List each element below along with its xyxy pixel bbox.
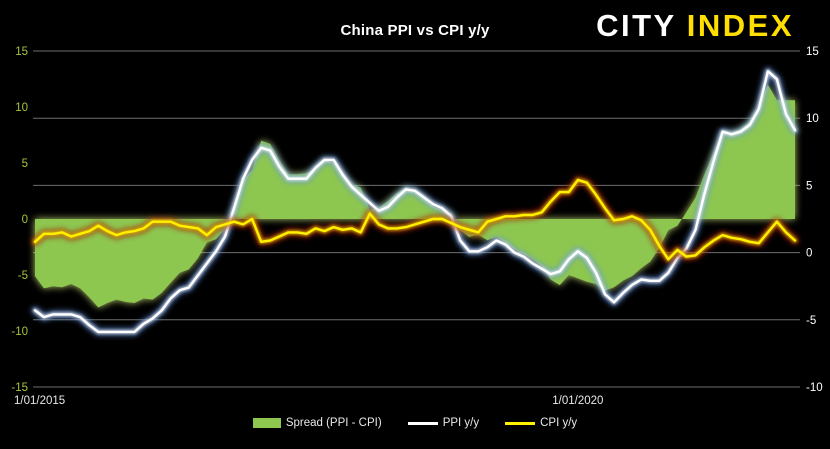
legend-item-spread-ppi-cpi: Spread (PPI - CPI) xyxy=(252,417,382,429)
city-index-logo: CITY INDEX xyxy=(596,8,794,44)
right-axis-tick-labels: 15 10 5 0 -5 -10 xyxy=(806,46,823,394)
ppi-line xyxy=(33,70,797,334)
legend-label: PPI y/y xyxy=(442,417,480,429)
axis-tick-label: 15 xyxy=(15,46,28,58)
legend-item-cpi-y-y: CPI y/y xyxy=(505,417,577,429)
axis-tick-label: -10 xyxy=(11,326,28,338)
legend-swatch xyxy=(252,418,281,428)
legend-label: CPI y/y xyxy=(540,417,578,429)
logo-city-text: CITY xyxy=(596,8,677,43)
axis-tick-label: -5 xyxy=(806,315,816,327)
axis-tick-label: 5 xyxy=(806,180,812,192)
axis-tick-label: -15 xyxy=(11,382,28,394)
axis-tick-label: -5 xyxy=(18,270,28,282)
axis-tick-label: 0 xyxy=(806,248,812,260)
chart-title: China PPI vs CPI y/y xyxy=(340,22,490,39)
legend-swatch xyxy=(505,421,536,425)
axis-tick-label: -10 xyxy=(806,382,823,394)
left-axis-tick-labels: 15 10 5 0 -5 -10 -15 xyxy=(11,46,28,394)
axis-tick-label: 10 xyxy=(806,113,819,125)
logo-index-text: INDEX xyxy=(686,8,794,43)
axis-tick-label: 10 xyxy=(15,102,28,114)
legend-swatch xyxy=(407,421,438,425)
chart-legend: Spread (PPI - CPI) PPI y/y CPI y/y xyxy=(0,417,830,429)
spread-area xyxy=(35,84,795,308)
axis-tick-label: 5 xyxy=(22,158,28,170)
legend-label: Spread (PPI - CPI) xyxy=(285,417,382,429)
axis-tick-label: 15 xyxy=(806,46,819,58)
cpi-line xyxy=(33,178,797,261)
axis-tick-label: 0 xyxy=(22,214,28,226)
x-axis-tick-label: 1/01/2015 xyxy=(14,395,66,407)
legend-item-ppi-y-y: PPI y/y xyxy=(407,417,480,429)
x-axis-tick-label: 1/01/2020 xyxy=(552,395,604,407)
